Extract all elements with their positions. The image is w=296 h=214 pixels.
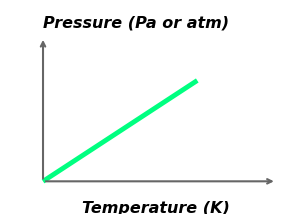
Text: Pressure (Pa or atm): Pressure (Pa or atm) bbox=[43, 15, 229, 30]
Text: Temperature (K): Temperature (K) bbox=[83, 201, 230, 214]
